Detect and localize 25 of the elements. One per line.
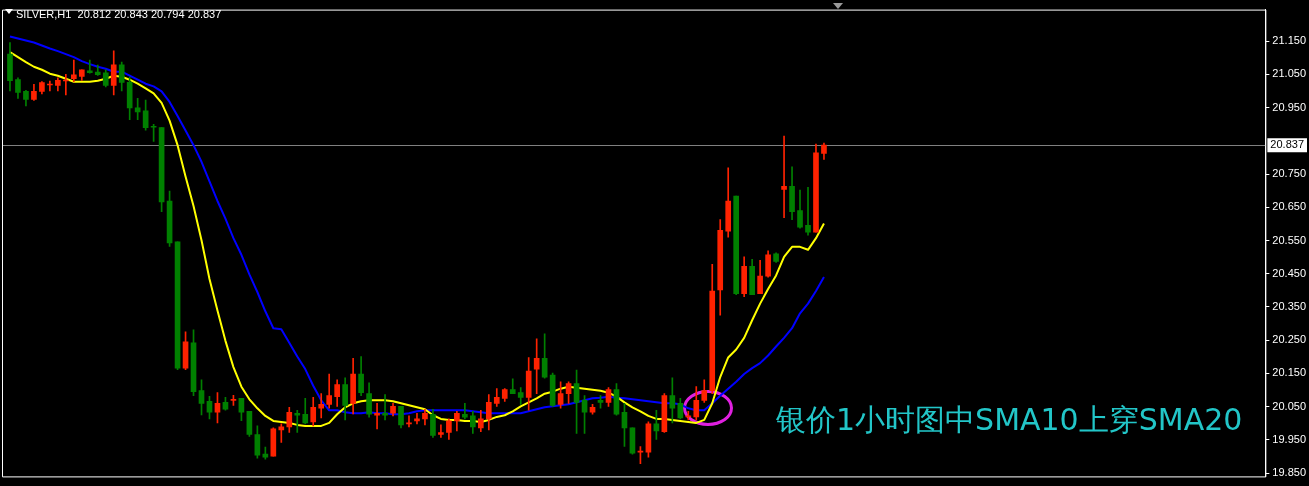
candlestick [70, 59, 77, 83]
candlestick [318, 393, 325, 419]
y-tick-label: 20.350 [1272, 299, 1307, 312]
y-tick-label: 21.050 [1272, 67, 1307, 80]
y-tick-label: 19.950 [1272, 432, 1307, 445]
y-tick-label: 20.950 [1272, 100, 1307, 113]
y-tick-label: 20.550 [1272, 233, 1307, 246]
candlestick [533, 338, 540, 394]
annotation: 银价1小时图中SMA10上穿SMA20 [776, 401, 1243, 439]
y-tick-label: 20.250 [1272, 333, 1307, 346]
y-tick-label: 20.750 [1272, 167, 1307, 180]
chart-title: SILVER,H1 20.812 20.843 20.794 20.837 [16, 8, 222, 20]
candlestick [382, 394, 388, 421]
candlestick [374, 402, 380, 430]
y-tick-label: 20.150 [1272, 366, 1307, 379]
y-tick-label: 20.650 [1272, 200, 1307, 213]
candlestick [438, 424, 444, 438]
y-tick-label: 19.850 [1272, 466, 1307, 479]
candlestick [805, 187, 811, 236]
y-tick-label: 20.450 [1272, 266, 1307, 279]
y-tick-label: 21.150 [1272, 34, 1307, 47]
candlestick [294, 409, 301, 433]
y-tick-label: 20.050 [1272, 399, 1307, 412]
ref-line-label: 20.837 [1270, 138, 1305, 151]
candlestick [781, 135, 787, 218]
